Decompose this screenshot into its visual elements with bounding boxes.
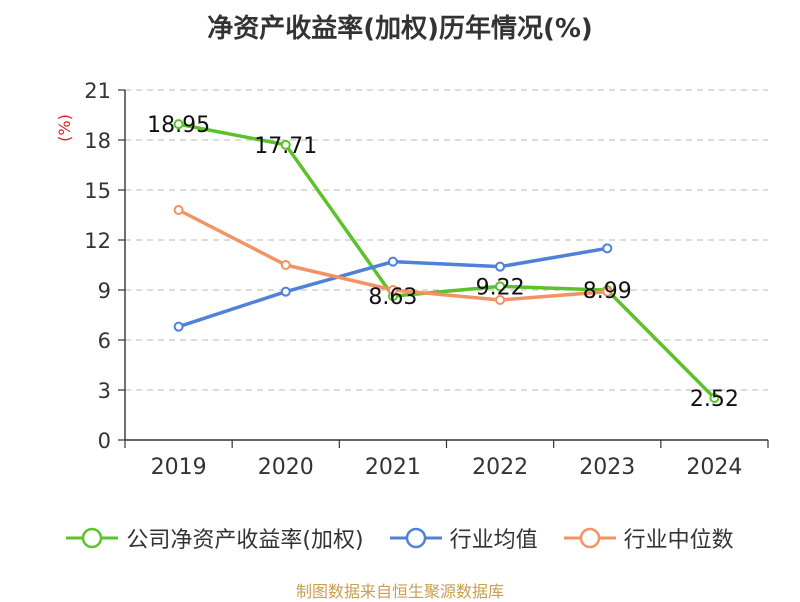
x-tick-label: 2020: [258, 455, 314, 480]
legend: 公司净资产收益率(加权) 行业均值 行业中位数: [0, 518, 800, 558]
data-labels: 18.95 17.71 8.63 9.22 8.99 2.52: [147, 113, 739, 412]
data-point: [387, 256, 398, 267]
data-label: 9.22: [476, 275, 525, 300]
y-tick-label: 21: [84, 79, 111, 103]
legend-swatch-marker: [82, 527, 103, 549]
y-tick-label: 6: [98, 329, 111, 353]
source-note: 制图数据来自恒生聚源数据库: [295, 582, 504, 601]
data-point: [495, 295, 506, 305]
y-tick-label: 12: [84, 229, 111, 253]
legend-label: 行业均值: [449, 528, 538, 553]
legend-swatch: [66, 527, 119, 549]
data-point: [173, 321, 184, 332]
x-tick-label: 2022: [472, 455, 528, 480]
data-point: [280, 139, 291, 150]
axes: 0 3 6 9 12 15 18 21 (%) 2019 2020 2021 2022 2023 2024: [55, 79, 769, 480]
y-axis-label: (%): [55, 114, 74, 142]
data-point: [709, 393, 720, 403]
y-tick-label: 18: [84, 129, 111, 153]
legend-swatch: [389, 527, 442, 549]
legend-item[interactable]: 行业中位数: [563, 522, 734, 554]
y-tick-label: 15: [84, 179, 111, 203]
x-tick-label: 2019: [151, 455, 207, 480]
legend-item[interactable]: 行业均值: [389, 522, 538, 554]
data-label: 2.52: [690, 387, 739, 412]
x-tick-label: 2021: [365, 455, 421, 480]
legend-swatch: [563, 527, 616, 549]
legend-item[interactable]: 公司净资产收益率(加权): [66, 522, 364, 554]
data-point: [495, 261, 506, 272]
legend-label: 行业中位数: [623, 528, 734, 553]
y-tick-label: 9: [98, 279, 111, 303]
legend-swatch-marker: [405, 527, 426, 549]
y-tick-label: 3: [98, 379, 111, 403]
x-tick-label: 2024: [686, 455, 742, 480]
legend-swatch-marker: [579, 527, 600, 549]
data-point: [495, 281, 506, 292]
data-point: [173, 205, 184, 215]
series-lines: [173, 119, 720, 403]
data-label: 8.63: [368, 285, 417, 310]
series-line-0: [178, 122, 716, 400]
data-point: [602, 243, 613, 254]
data-point: [280, 260, 291, 270]
data-label: 17.71: [254, 134, 317, 159]
x-tick-label: 2023: [579, 455, 635, 480]
chart-title: 净资产收益率(加权)历年情况(%): [207, 14, 593, 44]
legend-label: 公司净资产收益率(加权): [126, 528, 364, 553]
data-label: 18.95: [147, 113, 210, 138]
data-point: [280, 286, 291, 297]
data-point: [387, 285, 398, 295]
y-tick-label: 0: [98, 429, 111, 453]
data-point: [602, 286, 613, 297]
grid-lines: [125, 89, 768, 391]
data-label: 8.99: [583, 279, 632, 304]
data-point: [173, 119, 184, 130]
